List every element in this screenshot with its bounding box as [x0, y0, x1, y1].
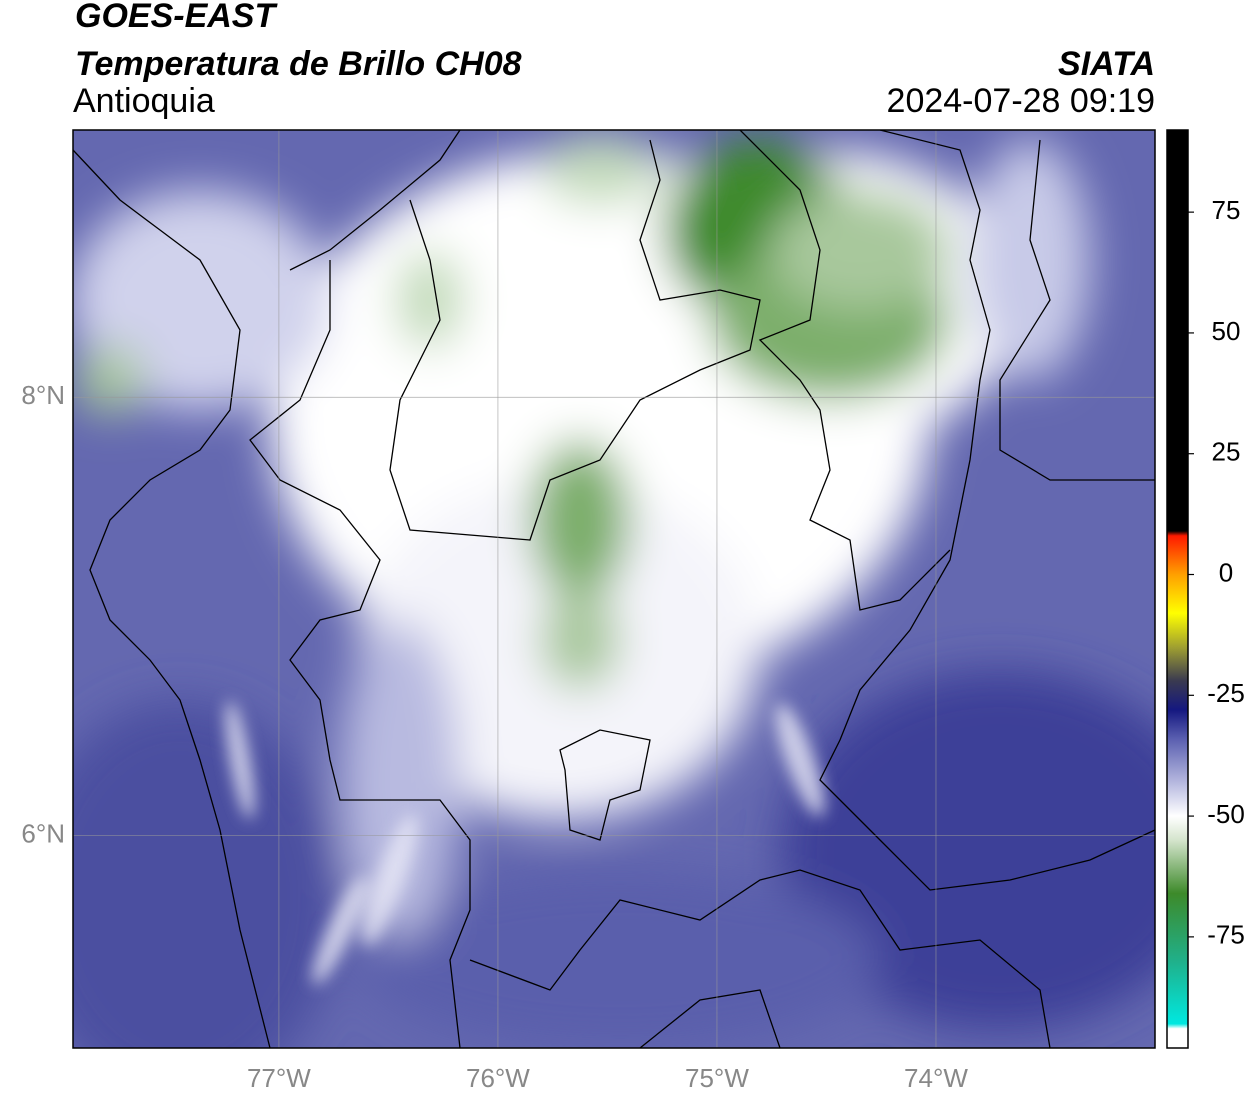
title: Temperatura de Brillo CH08 [75, 45, 522, 83]
colorbar-tick-label: -50 [1207, 799, 1245, 829]
colorbar-tick-label: 75 [1212, 195, 1241, 225]
colorbar-tick-label: 0 [1219, 557, 1233, 587]
map-frame [72, 129, 1156, 1049]
source: SIATA [1058, 45, 1155, 83]
colorbar-tick-label: -25 [1207, 678, 1245, 708]
x-tick-label: 75°W [685, 1063, 749, 1093]
satellite-image [73, 130, 1155, 1048]
satellite-title: GOES-EAST [75, 0, 278, 35]
x-tick-label: 74°W [904, 1063, 968, 1093]
y-tick-label: 6°N [21, 818, 65, 848]
colorbar-tick-label: 25 [1212, 437, 1241, 467]
x-tick-label: 77°W [247, 1063, 311, 1093]
datetime: 2024-07-28 09:19 [887, 82, 1155, 120]
colorbar-tick-label: -75 [1207, 920, 1245, 950]
x-tick-label: 76°W [466, 1063, 530, 1093]
region: Antioquia [73, 82, 215, 120]
colorbar-tick-label: 50 [1212, 316, 1241, 346]
y-tick-label: 8°N [21, 380, 65, 410]
colorbar [1166, 129, 1189, 1049]
